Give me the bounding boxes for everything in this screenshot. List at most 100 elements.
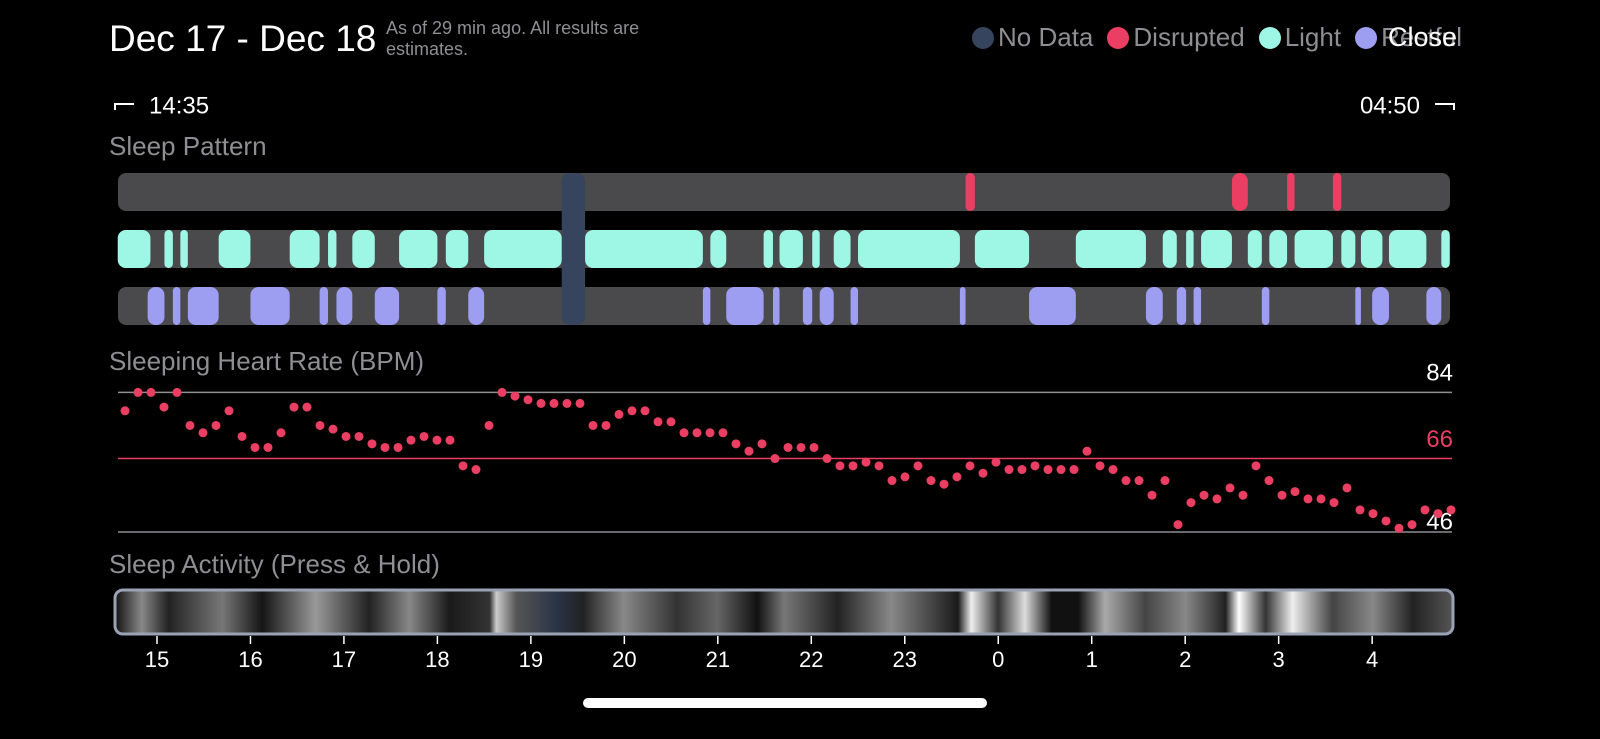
note: As of 29 min ago. All results are estima…	[386, 18, 640, 59]
heart-rate-point	[354, 431, 364, 441]
heart-rate-point	[1355, 505, 1365, 515]
sleep-segment	[802, 287, 813, 325]
average-label: 66	[1426, 426, 1453, 453]
sleep-segment	[468, 287, 485, 325]
legend-label: Restful	[1381, 22, 1462, 52]
heart-rate-point	[1056, 465, 1066, 475]
heart-rate-point	[1082, 446, 1092, 456]
sleep-segment	[1287, 173, 1295, 211]
heart-rate-point	[1420, 505, 1430, 515]
heart-rate-point	[133, 387, 143, 397]
sleep-segment	[710, 230, 727, 268]
heart-rate-point	[471, 465, 481, 475]
legend-swatch	[1355, 26, 1378, 49]
heart-rate-point	[393, 442, 403, 452]
x-tick-label: 4	[1366, 647, 1378, 672]
sleep-segment	[1355, 287, 1361, 325]
sleep-segment	[1186, 230, 1194, 268]
legend-item: Disrupted	[1107, 22, 1245, 53]
x-tick-label: 22	[799, 647, 823, 672]
sleep-segment	[250, 287, 290, 325]
heart-rate-point	[1212, 494, 1222, 504]
sleep-segment	[218, 230, 251, 268]
heart-rate-point	[861, 457, 871, 467]
sleep-segment	[1332, 173, 1342, 211]
sleep-segment	[1176, 287, 1187, 325]
sleep-segment	[1441, 230, 1450, 268]
sleep-segment	[117, 230, 151, 268]
x-tick-label: 17	[332, 647, 356, 672]
heart-rate-point	[1199, 490, 1209, 500]
heart-rate-point	[315, 420, 325, 430]
end-time: 04:50	[1360, 92, 1420, 119]
heart-rate-point	[835, 461, 845, 471]
heart-rate-point	[1017, 465, 1027, 475]
sleep-segment	[812, 230, 820, 268]
sleep-segment	[819, 287, 834, 325]
heart-rate-point	[1238, 490, 1248, 500]
heart-rate-point	[926, 476, 936, 486]
heart-rate-point	[328, 424, 338, 434]
sleep-segment	[779, 230, 803, 268]
sleep-segment	[1162, 230, 1177, 268]
sleep-segment	[1388, 230, 1427, 268]
x-tick-label: 23	[893, 647, 917, 672]
heart-rate-point	[744, 446, 754, 456]
heart-rate-point	[783, 442, 793, 452]
sleep-segment	[763, 230, 773, 268]
track	[118, 173, 1450, 211]
sleep-segment	[1372, 287, 1389, 325]
x-tick-label: 15	[145, 647, 169, 672]
heart-rate-point	[1030, 461, 1040, 471]
title: Dec 17 - Dec 18	[109, 18, 377, 59]
sleep-segment	[1231, 173, 1248, 211]
heart-rate-point	[263, 442, 273, 452]
heart-rate-point	[1316, 494, 1326, 504]
heart-rate-point	[250, 442, 260, 452]
activity-strip[interactable]	[113, 588, 1455, 636]
sleep-segment	[147, 287, 165, 325]
section-title: Sleep Activity (Press & Hold)	[109, 549, 440, 579]
legend-swatch	[972, 26, 995, 49]
heart-rate-point	[367, 439, 377, 449]
heart-rate-point	[991, 457, 1001, 467]
heart-rate-point	[848, 461, 858, 471]
sleep-segment	[1426, 287, 1442, 325]
heart-rate-point	[1433, 509, 1443, 519]
heart-rate-point	[120, 406, 130, 416]
heart-rate-point	[1329, 498, 1339, 508]
heart-rate-point	[1303, 494, 1313, 504]
x-tick-label: 2	[1179, 647, 1191, 672]
legend-item: Restful	[1355, 22, 1462, 53]
heart-rate-point	[1277, 490, 1287, 500]
heart-rate-point	[679, 428, 689, 438]
heart-rate-point	[1251, 461, 1261, 471]
legend-label: No Data	[998, 22, 1094, 52]
sleep-segment	[1261, 287, 1270, 325]
heart-rate-point	[146, 387, 156, 397]
heart-rate-point	[705, 428, 715, 438]
heart-rate-point	[1342, 483, 1352, 493]
x-tick-label: 0	[992, 647, 1004, 672]
heart-rate-point	[1095, 461, 1105, 471]
heart-rate-point	[445, 435, 455, 445]
x-tick-label: 18	[425, 647, 449, 672]
heart-rate-point	[484, 420, 494, 430]
heart-rate-point	[1160, 476, 1170, 486]
heart-rate-point	[1394, 523, 1404, 533]
heart-rate-point	[809, 442, 819, 452]
heart-rate-point	[1134, 476, 1144, 486]
sleep-segment	[187, 287, 219, 325]
heart-rate-point	[588, 420, 598, 430]
start-bracket	[114, 103, 134, 110]
section-title: Sleeping Heart Rate (BPM)	[109, 346, 424, 376]
heart-rate-point	[653, 417, 663, 427]
sleep-segment	[289, 230, 320, 268]
sleep-segment	[726, 287, 764, 325]
heart-rate-point	[731, 439, 741, 449]
sleep-segment	[1294, 230, 1333, 268]
heart-rate-point	[1043, 465, 1053, 475]
heart-rate-point	[1381, 516, 1391, 526]
close-button[interactable]: Close	[1388, 22, 1458, 52]
